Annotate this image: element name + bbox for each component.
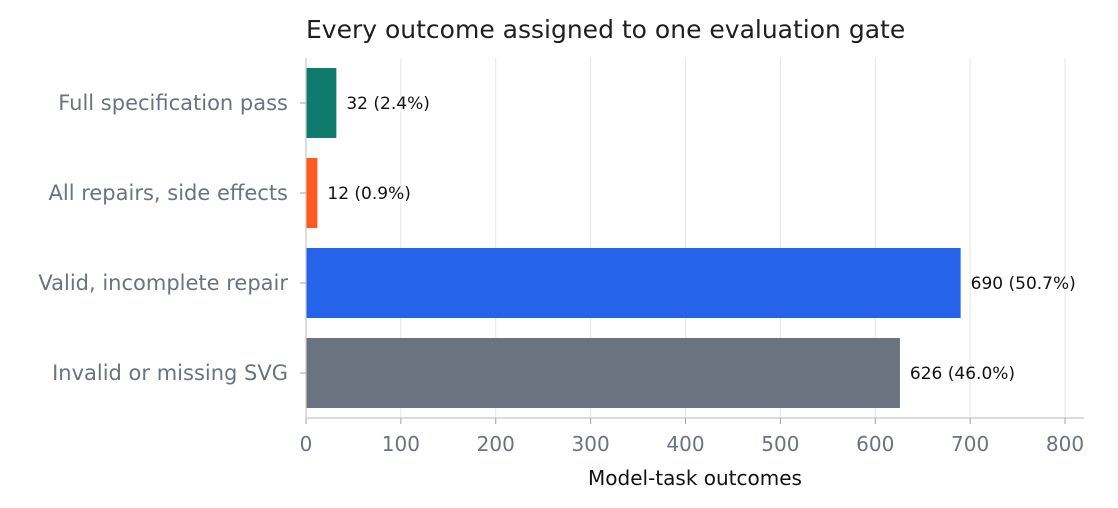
y-axis-categories: Full specification pass All repairs, side… <box>38 91 306 385</box>
y-tick-label: Full specification pass <box>58 91 288 115</box>
grid-lines <box>400 58 1066 418</box>
x-tick-label: 800 <box>1046 432 1084 456</box>
data-labels: 32 (2.4%) 12 (0.9%) 690 (50.7%) 626 (46.0%) <box>327 94 1075 384</box>
x-tick-label: 100 <box>382 432 420 456</box>
axes <box>305 58 1084 419</box>
bar <box>306 338 900 408</box>
data-label: 690 (50.7%) <box>971 274 1076 294</box>
y-tick-label: Valid, incomplete repair <box>38 271 288 295</box>
x-tick-label: 700 <box>951 432 989 456</box>
x-tick-label: 200 <box>477 432 515 456</box>
bars <box>306 68 961 408</box>
x-tick-label: 500 <box>761 432 799 456</box>
x-axis-label: Model-task outcomes <box>588 466 802 490</box>
chart-title: Every outcome assigned to one evaluation… <box>306 15 905 44</box>
bar <box>306 248 961 318</box>
y-tick-label: Invalid or missing SVG <box>52 361 288 385</box>
x-tick-label: 400 <box>666 432 704 456</box>
x-axis-ticks: 0 100 200 300 400 500 600 700 800 <box>300 418 1084 456</box>
bar <box>306 68 337 138</box>
data-label: 12 (0.9%) <box>327 184 411 204</box>
x-tick-label: 300 <box>572 432 610 456</box>
x-tick-label: 0 <box>300 432 313 456</box>
data-label: 626 (46.0%) <box>910 364 1015 384</box>
x-tick-label: 600 <box>856 432 894 456</box>
data-label: 32 (2.4%) <box>346 94 430 114</box>
y-tick-label: All repairs, side effects <box>49 181 289 205</box>
bar <box>306 158 318 228</box>
